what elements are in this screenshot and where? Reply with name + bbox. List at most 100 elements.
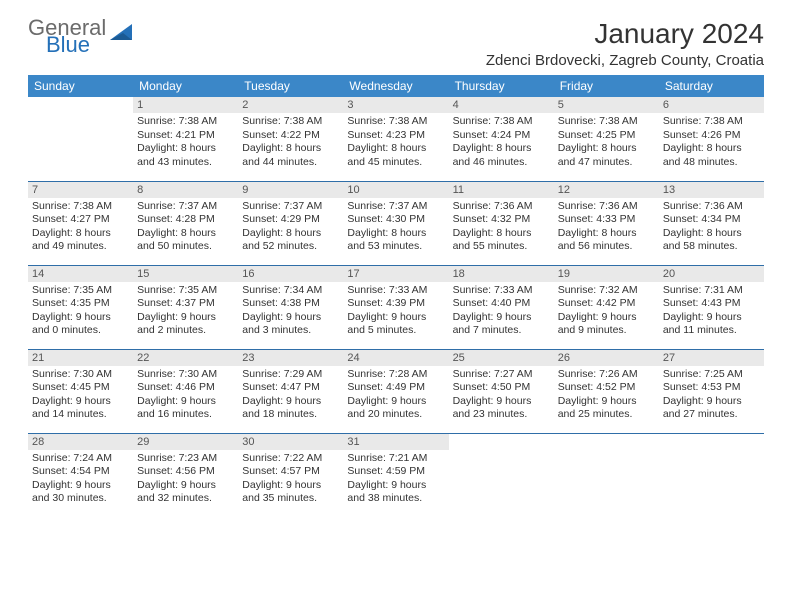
day-line-dl1: Daylight: 8 hours	[453, 142, 550, 156]
day-line-sr: Sunrise: 7:38 AM	[558, 115, 655, 129]
day-line-sr: Sunrise: 7:23 AM	[137, 452, 234, 466]
day-line-ss: Sunset: 4:40 PM	[453, 297, 550, 311]
calendar-day: 4Sunrise: 7:38 AMSunset: 4:24 PMDaylight…	[449, 97, 554, 181]
day-header: Tuesday	[238, 75, 343, 97]
day-line-sr: Sunrise: 7:37 AM	[137, 200, 234, 214]
day-header: Friday	[554, 75, 659, 97]
day-line-ss: Sunset: 4:59 PM	[347, 465, 444, 479]
calendar-day: 10Sunrise: 7:37 AMSunset: 4:30 PMDayligh…	[343, 181, 448, 265]
day-line-dl2: and 35 minutes.	[242, 492, 339, 506]
day-line-dl2: and 16 minutes.	[137, 408, 234, 422]
day-line-ss: Sunset: 4:34 PM	[663, 213, 760, 227]
day-line-sr: Sunrise: 7:26 AM	[558, 368, 655, 382]
day-line-dl1: Daylight: 9 hours	[32, 479, 129, 493]
day-details: Sunrise: 7:32 AMSunset: 4:42 PMDaylight:…	[558, 284, 655, 339]
day-number: 7	[28, 182, 133, 198]
day-line-dl1: Daylight: 9 hours	[663, 311, 760, 325]
day-line-dl1: Daylight: 9 hours	[453, 311, 550, 325]
day-line-dl2: and 7 minutes.	[453, 324, 550, 338]
day-details: Sunrise: 7:38 AMSunset: 4:23 PMDaylight:…	[347, 115, 444, 170]
day-number: 24	[343, 350, 448, 366]
calendar-day	[449, 433, 554, 517]
day-line-dl1: Daylight: 9 hours	[242, 479, 339, 493]
day-details: Sunrise: 7:36 AMSunset: 4:32 PMDaylight:…	[453, 200, 550, 255]
day-details: Sunrise: 7:38 AMSunset: 4:26 PMDaylight:…	[663, 115, 760, 170]
day-header: Thursday	[449, 75, 554, 97]
day-number: 8	[133, 182, 238, 198]
day-line-sr: Sunrise: 7:25 AM	[663, 368, 760, 382]
calendar-day: 31Sunrise: 7:21 AMSunset: 4:59 PMDayligh…	[343, 433, 448, 517]
day-details: Sunrise: 7:37 AMSunset: 4:28 PMDaylight:…	[137, 200, 234, 255]
day-line-dl2: and 11 minutes.	[663, 324, 760, 338]
day-line-sr: Sunrise: 7:21 AM	[347, 452, 444, 466]
day-header: Wednesday	[343, 75, 448, 97]
day-number: 5	[554, 97, 659, 113]
calendar-table: SundayMondayTuesdayWednesdayThursdayFrid…	[28, 75, 764, 517]
day-line-sr: Sunrise: 7:38 AM	[242, 115, 339, 129]
day-line-dl2: and 58 minutes.	[663, 240, 760, 254]
day-details: Sunrise: 7:36 AMSunset: 4:34 PMDaylight:…	[663, 200, 760, 255]
calendar-day: 18 Sunrise: 7:33 AMSunset: 4:40 PMDayligh…	[449, 265, 554, 349]
day-details: Sunrise: 7:26 AMSunset: 4:52 PMDaylight:…	[558, 368, 655, 423]
day-details: Sunrise: 7:22 AMSunset: 4:57 PMDaylight:…	[242, 452, 339, 507]
day-line-sr: Sunrise: 7:24 AM	[32, 452, 129, 466]
day-line-sr: Sunrise: 7:28 AM	[347, 368, 444, 382]
day-line-sr: Sunrise: 7:33 AM	[453, 284, 550, 298]
day-line-ss: Sunset: 4:22 PM	[242, 129, 339, 143]
day-line-dl1: Daylight: 8 hours	[347, 142, 444, 156]
day-details: Sunrise: 7:25 AMSunset: 4:53 PMDaylight:…	[663, 368, 760, 423]
day-line-dl2: and 56 minutes.	[558, 240, 655, 254]
day-number: 31	[343, 434, 448, 450]
calendar-day: 11Sunrise: 7:36 AMSunset: 4:32 PMDayligh…	[449, 181, 554, 265]
day-line-dl2: and 25 minutes.	[558, 408, 655, 422]
day-line-sr: Sunrise: 7:38 AM	[453, 115, 550, 129]
day-line-ss: Sunset: 4:46 PM	[137, 381, 234, 395]
logo-word-2: Blue	[46, 35, 106, 56]
day-number: 23	[238, 350, 343, 366]
day-line-dl2: and 43 minutes.	[137, 156, 234, 170]
calendar-week: 14Sunrise: 7:35 AMSunset: 4:35 PMDayligh…	[28, 265, 764, 349]
calendar-day: 16Sunrise: 7:34 AMSunset: 4:38 PMDayligh…	[238, 265, 343, 349]
day-line-dl1: Daylight: 9 hours	[347, 311, 444, 325]
day-line-ss: Sunset: 4:56 PM	[137, 465, 234, 479]
day-line-dl2: and 27 minutes.	[663, 408, 760, 422]
day-line-sr: Sunrise: 7:31 AM	[663, 284, 760, 298]
logo-text: General Blue	[28, 18, 106, 56]
day-line-dl1: Daylight: 8 hours	[558, 227, 655, 241]
calendar-day: 13Sunrise: 7:36 AMSunset: 4:34 PMDayligh…	[659, 181, 764, 265]
day-line-dl2: and 38 minutes.	[347, 492, 444, 506]
day-details: Sunrise: 7:30 AMSunset: 4:45 PMDaylight:…	[32, 368, 129, 423]
day-number: 28	[28, 434, 133, 450]
day-line-ss: Sunset: 4:33 PM	[558, 213, 655, 227]
day-line-dl2: and 14 minutes.	[32, 408, 129, 422]
day-details: Sunrise: 7:38 AMSunset: 4:27 PMDaylight:…	[32, 200, 129, 255]
day-details: Sunrise: 7:36 AMSunset: 4:33 PMDaylight:…	[558, 200, 655, 255]
day-details: Sunrise: 7:33 AMSunset: 4:40 PMDaylight:…	[453, 284, 550, 339]
day-line-ss: Sunset: 4:37 PM	[137, 297, 234, 311]
calendar-day: 9Sunrise: 7:37 AMSunset: 4:29 PMDaylight…	[238, 181, 343, 265]
day-number: 12	[554, 182, 659, 198]
day-details: Sunrise: 7:35 AMSunset: 4:35 PMDaylight:…	[32, 284, 129, 339]
day-number: 30	[238, 434, 343, 450]
day-line-ss: Sunset: 4:35 PM	[32, 297, 129, 311]
calendar-day: 8 Sunrise: 7:37 AMSunset: 4:28 PMDaylight…	[133, 181, 238, 265]
calendar-week: 7 Sunrise: 7:38 AMSunset: 4:27 PMDaylight…	[28, 181, 764, 265]
calendar-day	[554, 433, 659, 517]
day-number: 20	[659, 266, 764, 282]
day-line-dl2: and 9 minutes.	[558, 324, 655, 338]
day-line-sr: Sunrise: 7:27 AM	[453, 368, 550, 382]
day-line-sr: Sunrise: 7:38 AM	[347, 115, 444, 129]
day-details: Sunrise: 7:35 AMSunset: 4:37 PMDaylight:…	[137, 284, 234, 339]
day-line-dl2: and 30 minutes.	[32, 492, 129, 506]
day-line-sr: Sunrise: 7:35 AM	[137, 284, 234, 298]
calendar-day: 19Sunrise: 7:32 AMSunset: 4:42 PMDayligh…	[554, 265, 659, 349]
day-line-sr: Sunrise: 7:35 AM	[32, 284, 129, 298]
calendar-day: 7 Sunrise: 7:38 AMSunset: 4:27 PMDaylight…	[28, 181, 133, 265]
day-number: 18	[449, 266, 554, 282]
day-line-dl2: and 55 minutes.	[453, 240, 550, 254]
day-line-dl1: Daylight: 9 hours	[558, 311, 655, 325]
day-number: 21	[28, 350, 133, 366]
day-line-dl1: Daylight: 9 hours	[453, 395, 550, 409]
day-line-dl2: and 18 minutes.	[242, 408, 339, 422]
calendar-day: 15Sunrise: 7:35 AMSunset: 4:37 PMDayligh…	[133, 265, 238, 349]
